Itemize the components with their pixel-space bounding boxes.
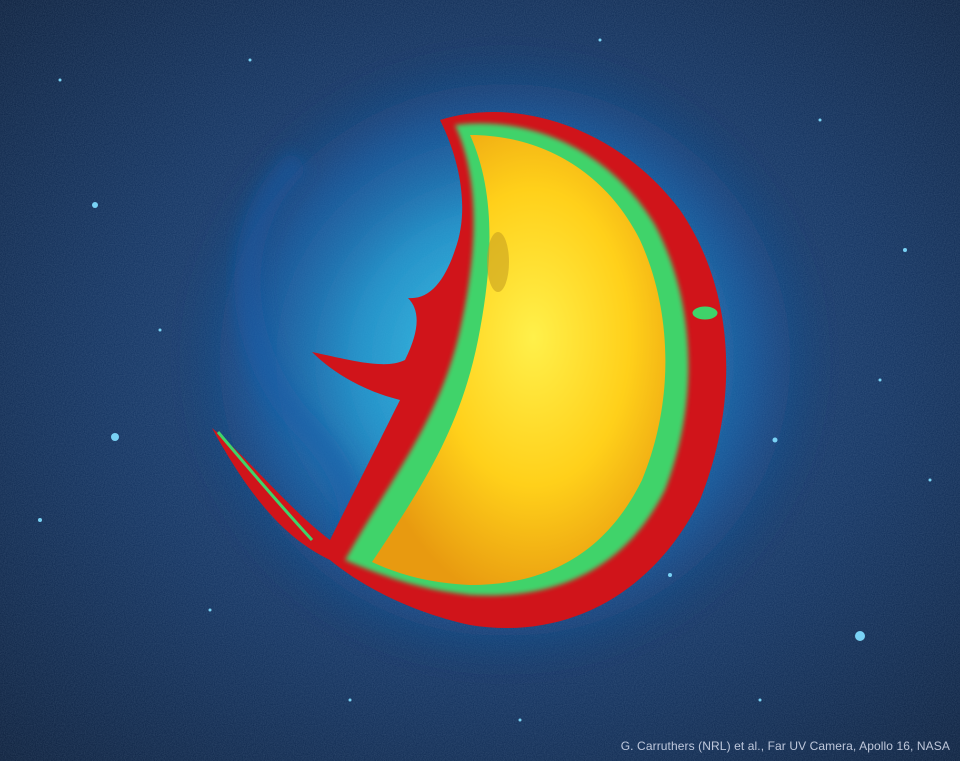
bright-feature — [487, 232, 509, 292]
image-credit: G. Carruthers (NRL) et al., Far UV Camer… — [620, 739, 950, 753]
dayside-core — [372, 135, 666, 585]
speckles — [38, 38, 932, 722]
limb-blob — [689, 303, 721, 323]
arm-green-streak — [216, 431, 314, 542]
airglow-arc — [234, 150, 366, 544]
